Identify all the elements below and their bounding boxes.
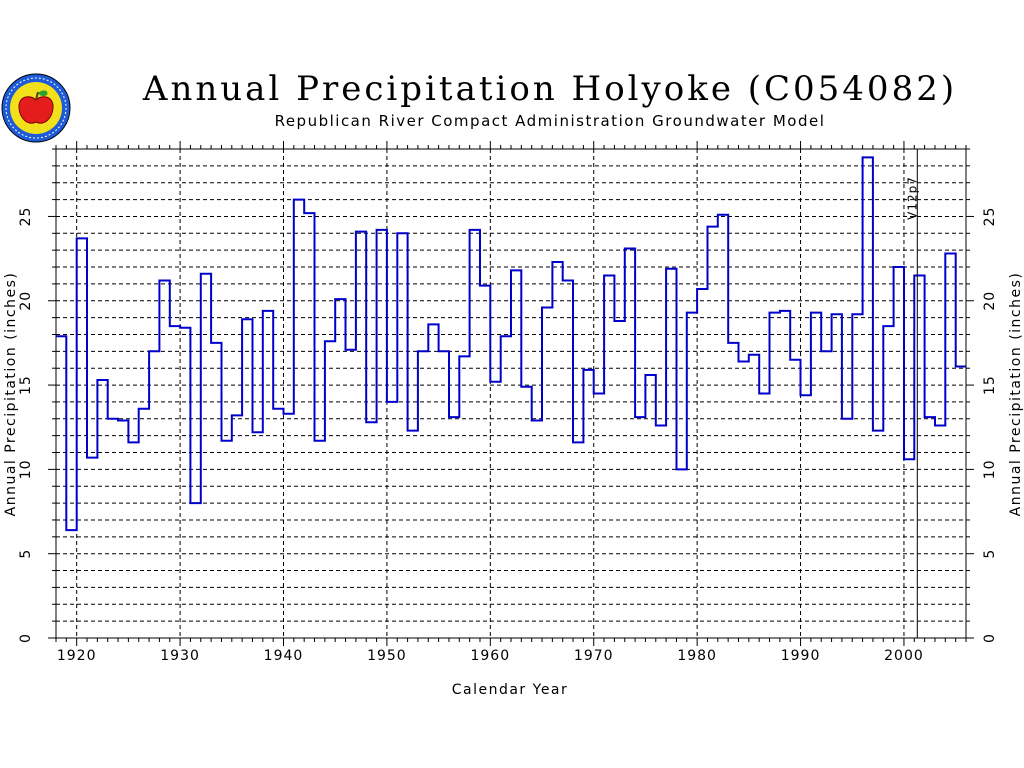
y-tick-label-right: 5	[982, 549, 998, 559]
y-tick-label-right: 20	[982, 291, 998, 311]
chart-subtitle: Republican River Compact Administration …	[274, 112, 826, 130]
annotation-label: V12p7	[905, 176, 919, 220]
x-tick-label: 1960	[470, 648, 510, 664]
chart-title: Annual Precipitation Holyoke (C054082)	[142, 69, 958, 109]
axis-labels: Calendar Year Annual Precipitation (inch…	[3, 176, 1024, 698]
grid	[56, 149, 966, 638]
x-tick-label: 1940	[264, 648, 304, 664]
y-tick-label-right: 10	[982, 459, 998, 479]
y-tick-label-left: 5	[18, 549, 34, 559]
y-tick-label-right: 15	[982, 375, 998, 395]
y-tick-label-left: 0	[18, 633, 34, 643]
series-layer	[56, 156, 966, 532]
x-axis-title: Calendar Year	[452, 682, 569, 698]
precipitation-series-line	[56, 156, 966, 532]
y-tick-label-right: 25	[982, 207, 998, 227]
y-axis-title-right: Annual Precipitation (inches)	[1008, 272, 1024, 517]
plot-frame	[48, 141, 974, 646]
x-tick-label: 2000	[884, 648, 924, 664]
y-axis-title-left: Annual Precipitation (inches)	[3, 272, 19, 517]
x-tick-label: 1920	[57, 648, 97, 664]
plot-border	[55, 148, 967, 639]
y-tick-label-left: 20	[18, 291, 34, 311]
y-tick-label-left: 25	[18, 207, 34, 227]
x-tick-label: 1970	[574, 648, 614, 664]
x-tick-label: 1980	[677, 648, 717, 664]
y-tick-label-left: 15	[18, 375, 34, 395]
rrca-apple-seal-icon	[1, 73, 71, 143]
x-tick-label: 1990	[781, 648, 821, 664]
y-tick-label-right: 0	[982, 633, 998, 643]
x-tick-label: 1950	[367, 648, 407, 664]
x-tick-label: 1930	[160, 648, 200, 664]
y-tick-label-left: 10	[18, 459, 34, 479]
